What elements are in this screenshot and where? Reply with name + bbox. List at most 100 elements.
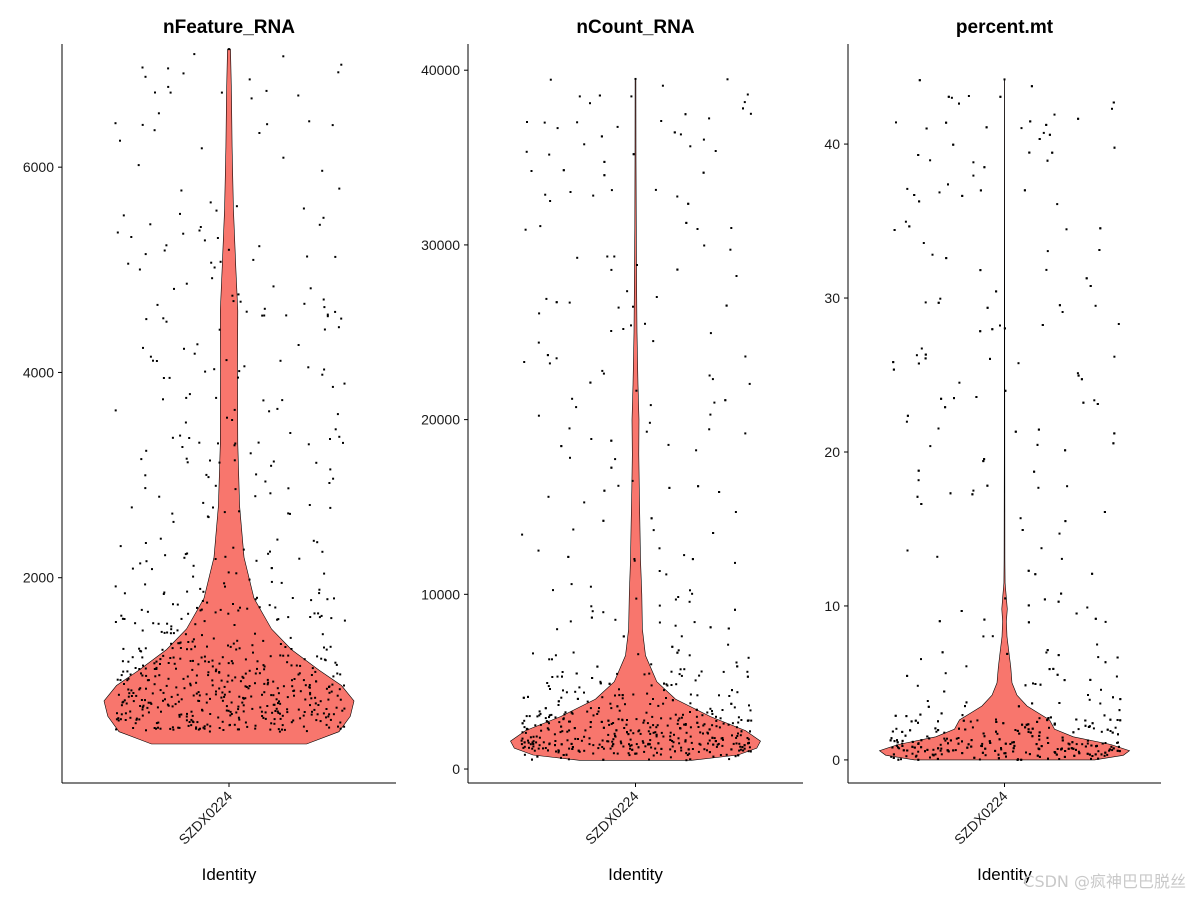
data-point	[537, 747, 540, 750]
data-point	[943, 731, 946, 734]
data-point	[1104, 751, 1107, 754]
data-point	[215, 396, 218, 399]
data-point	[946, 737, 948, 740]
data-point	[1101, 742, 1104, 745]
y-tick-label: 30	[824, 290, 840, 306]
data-point	[192, 638, 195, 641]
data-point	[338, 688, 341, 691]
data-point	[130, 695, 133, 697]
data-point	[940, 747, 943, 750]
data-point	[654, 731, 657, 734]
data-point	[154, 675, 157, 678]
data-point	[217, 716, 220, 719]
data-point	[343, 619, 346, 622]
data-point	[733, 706, 736, 709]
data-point	[139, 649, 142, 652]
data-point	[1046, 719, 1049, 722]
data-point	[554, 744, 556, 747]
data-point	[660, 731, 663, 734]
data-point	[235, 648, 238, 651]
data-point	[583, 501, 586, 504]
data-point	[689, 702, 692, 705]
data-point	[319, 700, 322, 703]
data-point	[743, 744, 746, 747]
data-point	[177, 700, 180, 703]
data-point	[323, 306, 326, 309]
data-point	[159, 663, 161, 665]
data-point	[306, 255, 309, 258]
data-point	[150, 702, 153, 705]
data-point	[235, 205, 238, 208]
data-point	[1117, 323, 1120, 325]
data-point	[635, 597, 638, 600]
x-tick-label: SZDX0224	[175, 788, 235, 848]
data-point	[979, 330, 982, 333]
data-point	[958, 102, 960, 105]
data-point	[328, 686, 330, 688]
data-point	[239, 680, 242, 683]
data-point	[249, 452, 252, 455]
data-point	[315, 719, 318, 722]
data-point	[924, 750, 926, 753]
data-point	[248, 78, 251, 81]
data-point	[657, 704, 660, 707]
data-point	[242, 710, 245, 713]
data-point	[241, 675, 244, 678]
data-point	[983, 618, 986, 621]
data-point	[906, 674, 909, 677]
data-point	[652, 754, 655, 757]
data-point	[230, 660, 233, 663]
data-point	[898, 747, 901, 750]
data-point	[179, 212, 181, 215]
data-point	[145, 674, 148, 677]
data-point	[583, 143, 586, 146]
data-point	[290, 721, 293, 724]
data-point	[904, 220, 907, 223]
data-point	[131, 656, 134, 659]
data-point	[334, 310, 337, 313]
data-point	[1047, 717, 1050, 719]
data-point	[602, 726, 605, 729]
data-point	[215, 209, 218, 212]
data-point	[156, 706, 159, 709]
data-point	[282, 156, 285, 159]
violin-body	[510, 78, 761, 761]
data-point	[165, 244, 168, 247]
data-point	[138, 647, 141, 650]
data-point	[141, 714, 144, 717]
data-point	[560, 756, 562, 759]
data-point	[724, 399, 727, 402]
data-point	[122, 647, 125, 650]
data-point	[158, 674, 161, 677]
data-point	[144, 667, 147, 670]
data-point	[642, 741, 645, 744]
data-point	[709, 626, 712, 629]
data-point	[227, 644, 229, 647]
data-point	[190, 648, 193, 651]
data-point	[740, 730, 743, 733]
data-point	[1112, 696, 1114, 699]
data-point	[120, 674, 123, 677]
data-point	[241, 701, 244, 704]
data-point	[177, 642, 180, 645]
data-point	[596, 665, 599, 668]
data-point	[937, 427, 940, 430]
data-point	[917, 721, 919, 724]
data-point	[263, 307, 266, 310]
data-point	[730, 748, 733, 751]
data-point	[995, 290, 998, 293]
data-point	[635, 752, 638, 755]
data-point	[598, 94, 601, 97]
data-point	[578, 686, 581, 689]
data-point	[680, 674, 683, 677]
data-point	[231, 662, 234, 665]
data-point	[119, 679, 122, 682]
data-point	[603, 174, 606, 177]
data-point	[670, 670, 673, 673]
data-point	[935, 730, 938, 733]
data-point	[297, 673, 300, 676]
data-point	[270, 722, 273, 725]
data-point	[171, 705, 174, 708]
data-point	[182, 232, 185, 235]
data-point	[155, 727, 157, 730]
